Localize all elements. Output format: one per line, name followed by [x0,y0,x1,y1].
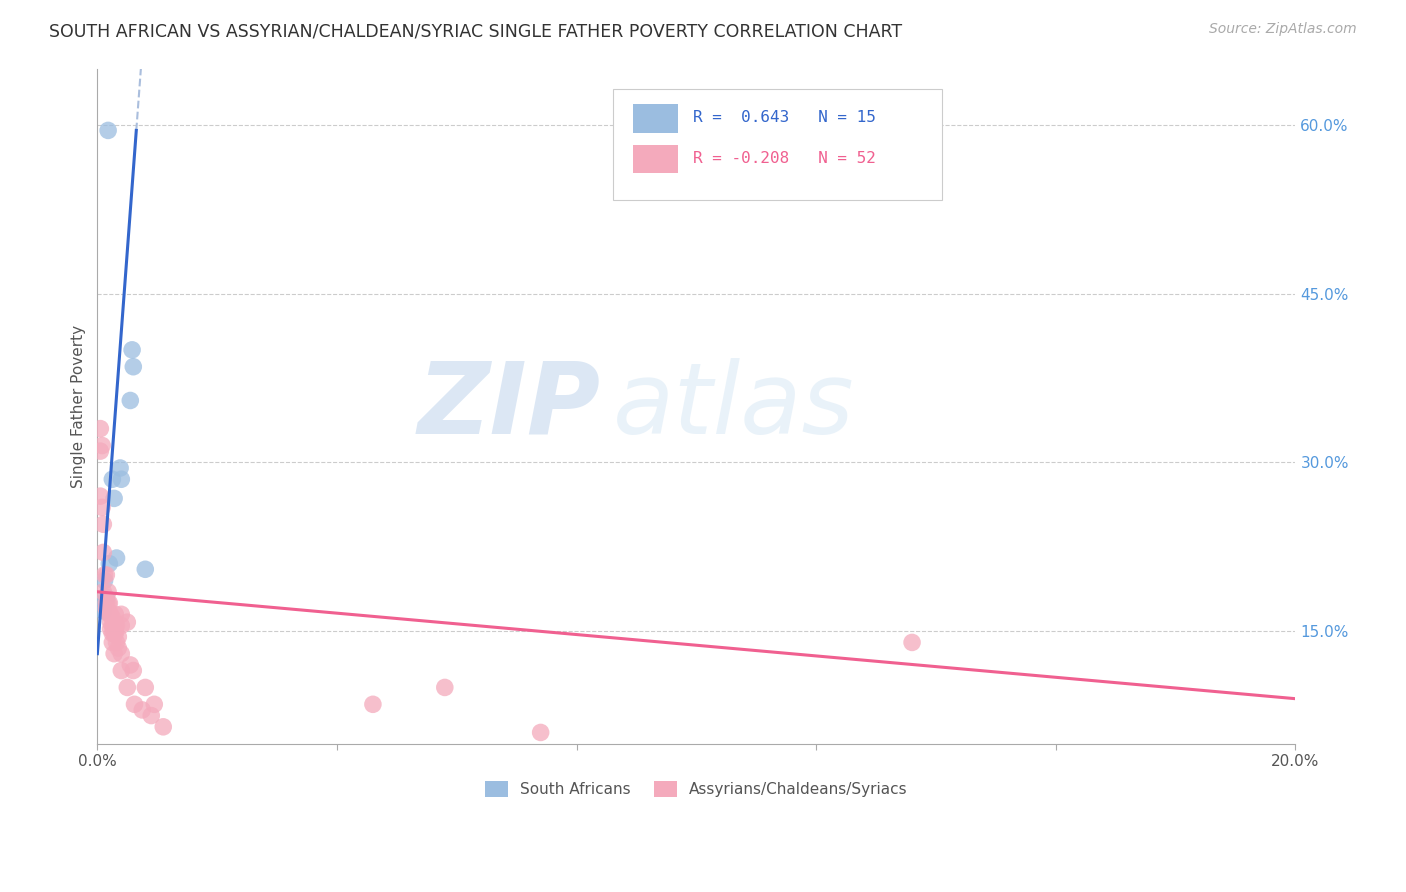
Point [104,618,127,632]
Point [131,703,153,717]
Point [433,681,456,695]
Point [122,664,145,678]
Point [124,698,146,712]
Point [105,551,128,566]
Point [110,618,132,632]
Point [117,615,139,629]
Text: R =  0.643   N = 15: R = 0.643 N = 15 [693,111,876,125]
Point [901,635,924,649]
Text: SOUTH AFRICAN VS ASSYRIAN/CHALDEAN/SYRIAC SINGLE FATHER POVERTY CORRELATION CHAR: SOUTH AFRICAN VS ASSYRIAN/CHALDEAN/SYRIA… [49,22,903,40]
Point [134,681,156,695]
Point [100,607,122,622]
Point [141,708,163,723]
Point [101,635,124,649]
Point [101,618,124,632]
Point [100,622,122,636]
Point [93,574,115,588]
Text: ZIP: ZIP [418,358,600,455]
Point [103,618,125,632]
Point [120,393,142,408]
Point [110,647,132,661]
Point [93,596,115,610]
Text: atlas: atlas [613,358,855,455]
FancyBboxPatch shape [613,89,942,200]
Point [107,641,129,656]
Point [91,500,114,515]
Point [98,596,121,610]
Point [93,568,115,582]
Point [96,596,118,610]
Point [121,343,143,357]
Point [105,635,128,649]
Point [530,725,553,739]
Text: R = -0.208   N = 52: R = -0.208 N = 52 [693,151,876,166]
Point [89,422,111,436]
Point [97,123,120,137]
Point [101,626,124,640]
Point [93,545,115,559]
Text: Source: ZipAtlas.com: Source: ZipAtlas.com [1209,22,1357,37]
Point [110,664,132,678]
Y-axis label: Single Father Poverty: Single Father Poverty [72,325,86,488]
Point [89,444,111,458]
Point [122,359,145,374]
Point [97,584,120,599]
Bar [633,145,679,173]
Point [93,517,115,532]
Point [98,557,121,571]
Point [361,698,384,712]
Point [89,489,111,503]
Point [108,461,131,475]
Point [96,568,118,582]
Legend: South Africans, Assyrians/Chaldeans/Syriacs: South Africans, Assyrians/Chaldeans/Syri… [479,775,914,804]
Point [117,681,139,695]
Point [107,630,129,644]
Point [93,584,115,599]
Point [103,491,125,506]
Point [152,720,174,734]
Point [96,591,118,605]
Point [103,626,125,640]
Point [101,610,124,624]
Point [91,438,114,452]
Point [110,472,132,486]
Point [103,647,125,661]
Point [93,604,115,618]
Point [110,607,132,622]
Point [104,607,127,622]
Bar [633,104,679,133]
Point [97,596,120,610]
Point [134,562,156,576]
Point [96,601,118,615]
Point [100,615,122,629]
Point [98,607,121,622]
Point [105,618,128,632]
Point [120,657,142,672]
Point [143,698,166,712]
Point [104,626,127,640]
Point [101,472,124,486]
